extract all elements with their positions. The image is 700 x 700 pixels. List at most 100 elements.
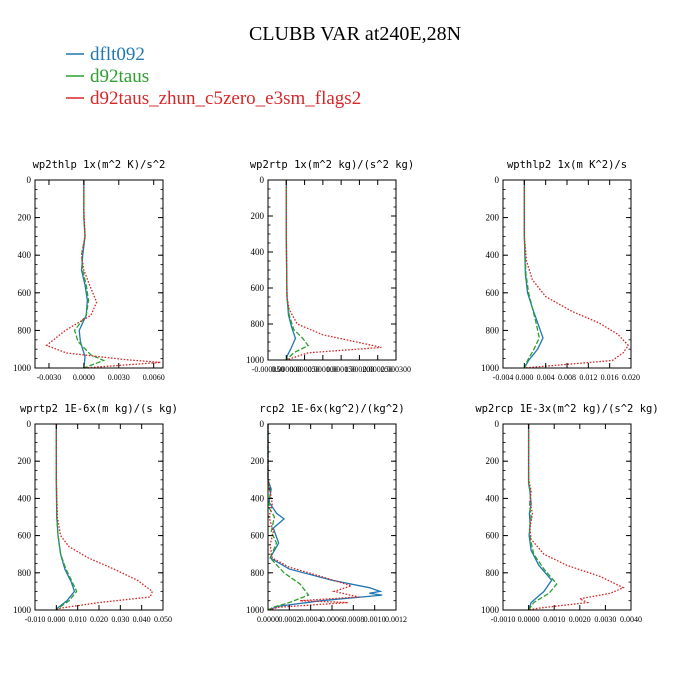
y-tick-label: 200 [18, 456, 32, 466]
x-tick-label: 0.010 [69, 615, 87, 624]
y-tick-label: 600 [486, 288, 500, 298]
plot-frame [267, 423, 397, 611]
series-line [285, 180, 382, 361]
y-tick-label: 800 [18, 568, 32, 578]
x-tick-label: 0.020 [90, 615, 108, 624]
series-line [45, 180, 161, 369]
x-tick-label: 0.0006 [321, 615, 343, 624]
x-tick-label: 0.0004 [300, 615, 322, 624]
panel: wpthlp2 1x(m K^2)/s 0 200 400 600 800 1000-0.0… [481, 159, 640, 382]
panel-title: wp2thlp 1x(m^2 K)/s^2 [33, 159, 166, 171]
legend-item: dflt092 [66, 44, 145, 65]
y-tick-label: 200 [251, 456, 265, 466]
x-tick-label: 0.0000 [73, 373, 95, 382]
y-tick-label: 400 [18, 493, 32, 503]
x-tick-label: 0.040 [133, 615, 151, 624]
y-tick-label: 600 [251, 283, 265, 293]
panel-title: wpthlp2 1x(m K^2)/s [507, 159, 627, 171]
series-line [267, 424, 383, 611]
panel: rcp2 1E-6x(kg^2)/(kg^2) 0 200 400 600 800 1000… [246, 403, 407, 624]
x-tick-label: 0.000200 [344, 365, 374, 374]
x-tick-label: 0.0030 [108, 373, 130, 382]
panel-title: wp2rtp 1x(m^2 kg)/(s^2 kg) [250, 159, 414, 171]
legend-item: d92taus_zhun_c5zero_e3sm_flags2 [66, 88, 361, 109]
y-tick-label: 800 [251, 568, 265, 578]
panel-title: wprtp2 1E-6x(m kg)/(s kg) [20, 403, 178, 415]
plot-frame [34, 423, 164, 611]
panel: wp2rcp 1E-3x(m^2 kg)/(s^2 kg) 0 200 400 600 8… [475, 403, 658, 624]
series-line [527, 424, 625, 611]
y-tick-label: 400 [251, 247, 265, 257]
y-tick-label: 200 [18, 213, 32, 223]
x-tick-label: 0.030 [111, 615, 129, 624]
x-tick-label: 0.000050 [290, 365, 320, 374]
y-tick-label: 400 [486, 250, 500, 260]
x-tick-label: 0.0020 [569, 615, 591, 624]
x-tick-label: 0.050 [154, 615, 172, 624]
series-line [267, 424, 310, 611]
x-tick-label: 0.0012 [385, 615, 407, 624]
x-tick-label: 0.000000 [271, 365, 301, 374]
panel-title: rcp2 1E-6x(kg^2)/(kg^2) [259, 403, 404, 415]
x-tick-label: -0.0030 [37, 373, 62, 382]
series-line [285, 180, 310, 361]
series-line [527, 424, 558, 611]
x-tick-label: -0.0010 [491, 615, 516, 624]
series-line [55, 424, 78, 611]
y-tick-label: 400 [486, 493, 500, 503]
x-tick-label: 0.0010 [543, 615, 565, 624]
x-tick-label: 0.0060 [143, 373, 165, 382]
panel: wprtp2 1E-6x(m kg)/(s kg) 0 200 400 600 800 10… [13, 403, 178, 624]
x-tick-label: 0.004 [537, 373, 555, 382]
panels: wp2thlp 1x(m^2 K)/s^202004006008001000-0… [13, 159, 659, 624]
y-tick-label: 0 [495, 175, 500, 185]
x-tick-label: 0.000150 [326, 365, 356, 374]
y-tick-label: 400 [251, 493, 265, 503]
x-tick-label: -0.010 [25, 615, 46, 624]
y-tick-label: 200 [486, 456, 500, 466]
x-tick-label: 0.016 [601, 373, 619, 382]
y-tick-label: 800 [18, 325, 32, 335]
series-line [523, 180, 630, 369]
series-line [55, 424, 154, 611]
plot-frame [502, 179, 632, 369]
y-tick-label: 0 [260, 175, 265, 185]
x-tick-label: 0.0008 [342, 615, 364, 624]
y-tick-label: 1000 [13, 605, 32, 615]
series-line [73, 180, 106, 369]
figure-title: CLUBB VAR at240E,28N [249, 23, 461, 45]
y-tick-label: 1000 [246, 355, 265, 365]
panel: wp2thlp 1x(m^2 K)/s^20 200 400 600 800 1000 -0… [13, 159, 165, 382]
x-tick-label: 0.000250 [363, 365, 393, 374]
x-tick-label: 0.000100 [308, 365, 338, 374]
x-tick-label: 0.0030 [594, 615, 616, 624]
y-tick-label: 200 [486, 213, 500, 223]
legend-item: d92taus [66, 66, 149, 87]
y-tick-label: 1000 [481, 363, 500, 373]
panel-title: wp2rcp 1E-3x(m^2 kg)/(s^2 kg) [475, 403, 658, 415]
series-line [55, 424, 76, 611]
panel: wp2rtp 1x(m^2 kg)/(s^2 kg) 0 200 400 600 800 1… [246, 159, 414, 374]
x-tick-label: -0.000050 [252, 365, 285, 374]
y-tick-label: 800 [251, 319, 265, 329]
x-tick-label: 0.020 [622, 373, 640, 382]
y-tick-label: 0 [495, 419, 500, 429]
y-tick-label: 800 [486, 325, 500, 335]
y-tick-label: 600 [18, 288, 32, 298]
y-tick-label: 0 [27, 175, 32, 185]
y-tick-label: 1000 [13, 363, 32, 373]
x-tick-label: -0.004 [493, 373, 514, 382]
x-tick-label: 0.000300 [381, 365, 411, 374]
x-tick-label: 0.012 [579, 373, 597, 382]
y-tick-label: 0 [27, 419, 32, 429]
legend-label: d92taus_zhun_c5zero_e3sm_flags2 [90, 88, 361, 109]
y-tick-label: 200 [251, 211, 265, 221]
x-tick-label: 0.000 [47, 615, 65, 624]
legend: dflt092d92tausd92taus_zhun_c5zero_e3sm_f… [66, 44, 361, 109]
legend-label: d92taus [90, 66, 149, 87]
y-tick-label: 600 [18, 531, 32, 541]
x-tick-label: 0.0000 [518, 615, 540, 624]
series-line [285, 180, 297, 361]
y-tick-label: 800 [486, 568, 500, 578]
